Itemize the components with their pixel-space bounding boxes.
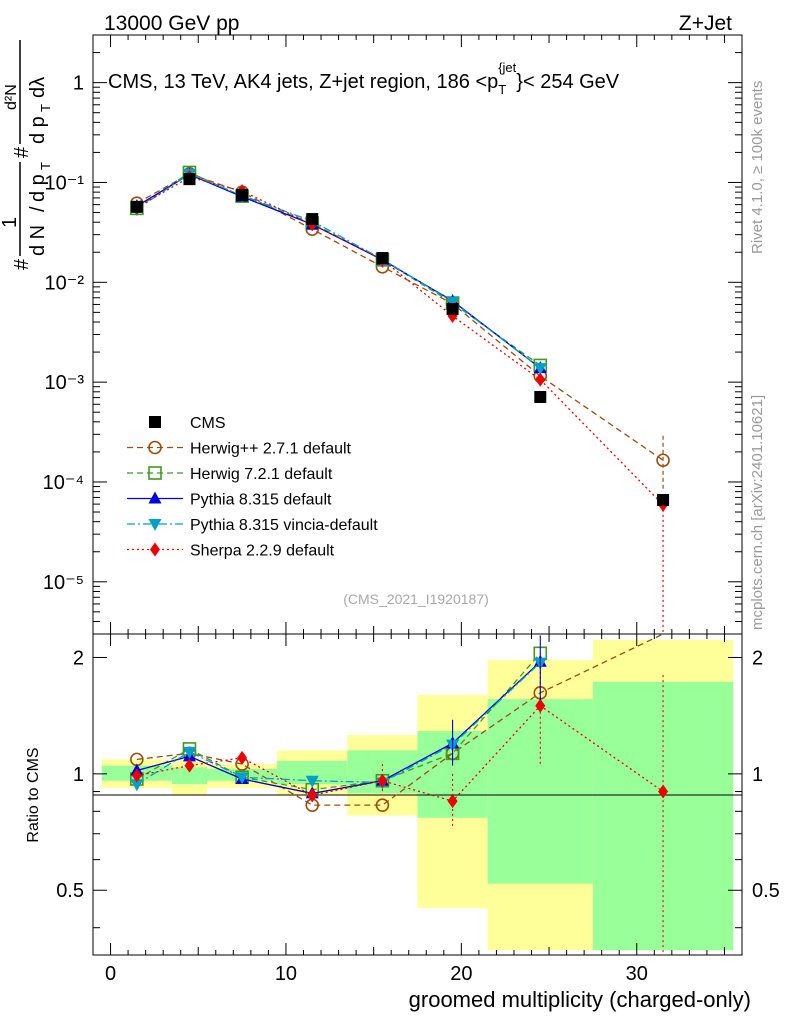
y-axis-label-ratio: Ratio to CMS	[25, 747, 42, 842]
legend-marker	[149, 416, 161, 428]
y-tick-label-ratio-right: 0.5	[752, 880, 780, 902]
series-line-ratio	[136, 633, 664, 806]
svg-text:d N: d N	[27, 225, 49, 256]
legend: CMS Herwig++ 2.7.1 default Herwig 7.2.1 de…	[127, 415, 378, 560]
y-tick-label-main: 1	[73, 73, 84, 95]
legend-marker	[148, 519, 162, 531]
data-point-ratio	[535, 698, 546, 713]
y-tick-label-main: 10⁻⁴	[43, 472, 84, 494]
svg-text:1: 1	[0, 217, 21, 228]
series-group	[130, 165, 670, 955]
data-point-main	[446, 303, 459, 316]
series-cms	[130, 173, 670, 506]
header-left-label: 13000 GeV pp	[104, 12, 239, 35]
watermark: (CMS_2021_I1920187)	[343, 591, 489, 607]
svg-text:d p: d p	[27, 116, 49, 144]
data-point-main	[130, 200, 143, 213]
data-point-main	[533, 363, 547, 376]
data-point-main	[534, 390, 547, 403]
svg-text:T: T	[38, 104, 53, 112]
svg-text:#: #	[11, 146, 33, 158]
legend-label: Herwig 7.2.1 default	[190, 466, 333, 483]
y-tick-label-ratio: 2	[73, 647, 84, 669]
data-point-main	[183, 173, 196, 186]
data-point-main	[535, 372, 546, 387]
band-green	[487, 699, 593, 884]
band-green	[171, 767, 208, 785]
data-point-main	[657, 493, 670, 506]
x-axis-label: groomed multiplicity (charged-only)	[409, 987, 751, 1012]
legend-marker	[148, 440, 162, 455]
y-tick-label-ratio-right: 2	[752, 647, 763, 669]
rivet-version-label: Rivet 4.1.0, ≥ 100k events	[749, 81, 766, 254]
band-green	[277, 760, 348, 785]
data-point-ratio	[375, 798, 390, 812]
legend-label: CMS	[190, 415, 226, 432]
legend-label: Pythia 8.315 vincia-default	[190, 517, 378, 534]
y-tick-label-main: 10⁻¹	[45, 172, 85, 194]
data-point-main	[446, 296, 460, 309]
series-herwig-7-2-1-default	[130, 165, 548, 373]
legend-entry: CMS	[149, 415, 226, 432]
legend-marker	[148, 491, 162, 504]
series-pythia-8-315-default	[130, 167, 547, 374]
data-point-ratio	[130, 779, 144, 792]
legend-entry: Herwig 7.2.1 default	[127, 466, 333, 483]
data-point-ratio	[447, 794, 458, 809]
y-tick-label-ratio-right: 1	[752, 764, 763, 786]
svg-text:dλ: dλ	[27, 77, 49, 98]
header-right-label: Z+Jet	[679, 12, 732, 35]
series-line-main	[136, 173, 541, 369]
legend-entry: Pythia 8.315 default	[127, 491, 332, 509]
series-pythia-8-315-vincia-default	[130, 168, 547, 376]
legend-label: Herwig++ 2.7.1 default	[190, 441, 352, 458]
legend-label: Sherpa 2.2.9 default	[190, 543, 335, 560]
data-point-main	[376, 252, 389, 265]
legend-entry: Sherpa 2.2.9 default	[127, 542, 335, 560]
legend-label: Pythia 8.315 default	[190, 492, 332, 509]
legend-entry: Pythia 8.315 vincia-default	[127, 517, 378, 534]
data-point-ratio	[182, 746, 196, 759]
data-point-ratio	[305, 775, 319, 788]
legend-marker	[148, 466, 162, 480]
data-point-ratio	[237, 750, 248, 765]
legend-entry: Herwig++ 2.7.1 default	[127, 441, 352, 458]
svg-text:d²N: d²N	[3, 84, 20, 110]
data-point-main	[236, 188, 249, 201]
y-axis-label-main: # 1 d N / d p T # d²N d p T dλ	[0, 40, 53, 270]
x-tick-label: 20	[450, 963, 472, 985]
data-point-main	[306, 213, 319, 226]
data-point-ratio	[307, 788, 318, 803]
chart-title: CMS, 13 TeV, AK4 jets, Z+jet region, 186…	[108, 60, 620, 97]
series-sherpa-2-2-9-default	[131, 170, 669, 512]
data-point-ratio	[131, 768, 142, 783]
ratio-series-sherpa-2-2-9-default	[131, 698, 669, 809]
series-line-main	[136, 176, 664, 506]
data-point-ratio	[184, 758, 195, 773]
svg-text:T: T	[38, 162, 53, 170]
svg-text:#: #	[11, 258, 33, 270]
x-tick-label: 0	[105, 963, 116, 985]
y-tick-label-ratio: 0.5	[56, 880, 84, 902]
x-tick-label: 30	[626, 963, 648, 985]
y-tick-label-main: 10⁻⁵	[43, 572, 84, 594]
y-tick-label-ratio: 1	[73, 764, 84, 786]
y-tick-label-main: 10⁻³	[45, 372, 85, 394]
legend-marker	[150, 542, 160, 557]
series-line-main	[136, 173, 541, 369]
svg-text:/: /	[27, 206, 49, 212]
mcplots-label: mcplots.cern.ch [arXiv:2401.10621]	[749, 395, 766, 630]
data-point-ratio	[235, 772, 249, 785]
y-tick-label-main: 10⁻²	[45, 272, 85, 294]
x-tick-label: 10	[275, 963, 297, 985]
axes-group: 0 10 20 30 10⁻⁵ 10⁻⁴ 10⁻³ 10⁻² 10⁻¹ 1 0.5 0.5 1 1 2 2	[43, 34, 780, 985]
svg-text:d p: d p	[27, 174, 49, 202]
series-line-main	[136, 173, 664, 461]
